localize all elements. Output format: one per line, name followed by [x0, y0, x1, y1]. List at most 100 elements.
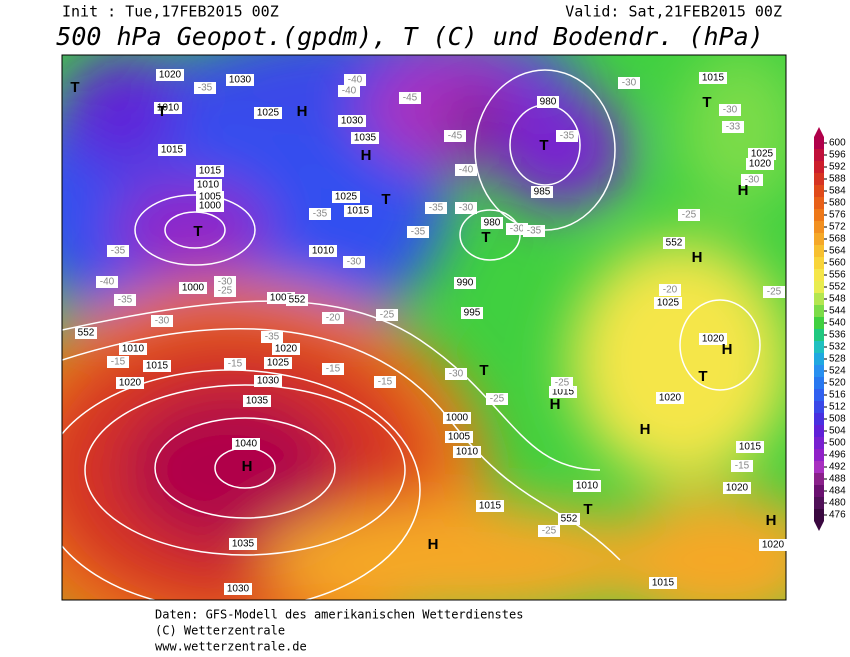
- pressure-center: T: [193, 223, 202, 240]
- colorbar-tick-label: 500: [829, 438, 846, 449]
- colorbar-top-arrow: [814, 127, 824, 137]
- valid-time: Valid: Sat,21FEB2015 00Z: [565, 3, 782, 21]
- colorbar-tick-label: 476: [829, 510, 846, 521]
- isobar-label-box: [699, 72, 727, 84]
- colorbar-swatch: [814, 257, 824, 269]
- isobar-label: 1000: [182, 283, 205, 294]
- isobar-label: 1020: [275, 344, 298, 355]
- colorbar-swatch: [814, 509, 824, 521]
- temperature-label-box: [556, 130, 578, 142]
- isobar-label-box: [243, 395, 271, 407]
- colorbar-tick-label: 592: [829, 162, 846, 173]
- isobar-label-box: [264, 357, 292, 369]
- init-time: Init : Tue,17FEB2015 00Z: [62, 3, 279, 21]
- temperature-label: -25: [218, 286, 233, 297]
- contour-label-box: [75, 327, 97, 339]
- pressure-center: H: [766, 512, 777, 529]
- map: [62, 55, 786, 600]
- isobar-label-box: [196, 165, 224, 177]
- colorbar-swatch: [814, 281, 824, 293]
- isobar-label-box: [194, 179, 222, 191]
- colorbar-tick-label: 540: [829, 318, 846, 329]
- temperature-label: -20: [663, 285, 678, 296]
- temperature-label: -40: [100, 277, 115, 288]
- colorbar-swatch: [814, 497, 824, 509]
- isobar-label: 1015: [739, 442, 762, 453]
- temperature-label-box: [455, 164, 477, 176]
- pressure-center: T: [479, 362, 488, 379]
- temperature-label: -25: [380, 310, 395, 321]
- isobar-label-box: [226, 74, 254, 86]
- isobar-label-box: [656, 392, 684, 404]
- temperature-label-box: [444, 130, 466, 142]
- colorbar-swatch: [814, 353, 824, 365]
- isobar-label: 1020: [702, 334, 725, 345]
- isobar-label: 1010: [157, 103, 180, 114]
- isobar-label: 1030: [229, 75, 252, 86]
- colorbar-swatch: [814, 437, 824, 449]
- colorbar-tick-label: 496: [829, 450, 846, 461]
- isobar-label: 1020: [159, 70, 182, 81]
- colorbar-swatch: [814, 245, 824, 257]
- pressure-center: H: [361, 147, 372, 164]
- isobar-label: 1035: [232, 539, 255, 550]
- temperature-label: -45: [403, 93, 418, 104]
- isobar-label-box: [476, 500, 504, 512]
- temperature-label-box: [151, 315, 173, 327]
- temperature-label-box: [523, 225, 545, 237]
- isobar-label: 990: [457, 278, 474, 289]
- pressure-center: H: [738, 182, 749, 199]
- temperature-label: -35: [527, 226, 542, 237]
- colorbar-tick-label: 492: [829, 462, 846, 473]
- temperature-label: -20: [326, 313, 341, 324]
- temperature-label: -35: [265, 332, 280, 343]
- contour-label-box: [663, 237, 685, 249]
- colorbar-swatch: [814, 293, 824, 305]
- isobar-label: 1025: [657, 298, 680, 309]
- temperature-label-box: [114, 294, 136, 306]
- colorbar-tick-label: 560: [829, 258, 846, 269]
- temperature-label-box: [322, 363, 344, 375]
- temperature-label: -25: [682, 210, 697, 221]
- colorbar-swatch: [814, 341, 824, 353]
- footer-source: Daten: GFS-Modell des amerikanischen Wet…: [155, 608, 523, 622]
- temperature-label: -40: [459, 165, 474, 176]
- footer-url: www.wetterzentrale.de: [155, 640, 307, 654]
- temperature-label-box: [506, 223, 528, 235]
- isobar-label-box: [143, 360, 171, 372]
- pressure-center: H: [428, 536, 439, 553]
- isobar-label: 1010: [576, 481, 599, 492]
- isobar-label-box: [309, 245, 337, 257]
- temperature-label-box: [107, 356, 129, 368]
- temperature-label-box: [407, 226, 429, 238]
- colorbar-tick-label: 536: [829, 330, 846, 341]
- pressure-center: T: [157, 103, 166, 120]
- isobar-label-box: [254, 375, 282, 387]
- isobar-label: 1010: [456, 447, 479, 458]
- temperature-label: -45: [448, 131, 463, 142]
- temperature-label-box: [722, 121, 744, 133]
- colorbar-swatch: [814, 425, 824, 437]
- colorbar-tick-label: 568: [829, 234, 846, 245]
- temperature-label-box: [719, 104, 741, 116]
- temperature-label-box: [376, 309, 398, 321]
- pressure-center: T: [70, 79, 79, 96]
- colorbar-tick-label: 588: [829, 174, 846, 185]
- temperature-label-box: [741, 174, 763, 186]
- colorbar-swatch: [814, 413, 824, 425]
- temperature-label-box: [107, 245, 129, 257]
- temperature-label: -35: [111, 246, 126, 257]
- colorbar-swatch: [814, 161, 824, 173]
- temperature-label-box: [551, 377, 573, 389]
- isobar-label: 1020: [659, 393, 682, 404]
- colorbar-swatch: [814, 269, 824, 281]
- footer-copyright: (C) Wetterzentrale: [155, 624, 285, 638]
- pressure-center: H: [242, 458, 253, 475]
- colorbar-tick-label: 548: [829, 294, 846, 305]
- isobar-label-box: [748, 148, 776, 160]
- temperature-label-box: [425, 202, 447, 214]
- isobar-label-box: [443, 412, 471, 424]
- colorbar-tick-label: 572: [829, 222, 846, 233]
- temperature-label-box: [96, 276, 118, 288]
- isobar-label: 1035: [354, 133, 377, 144]
